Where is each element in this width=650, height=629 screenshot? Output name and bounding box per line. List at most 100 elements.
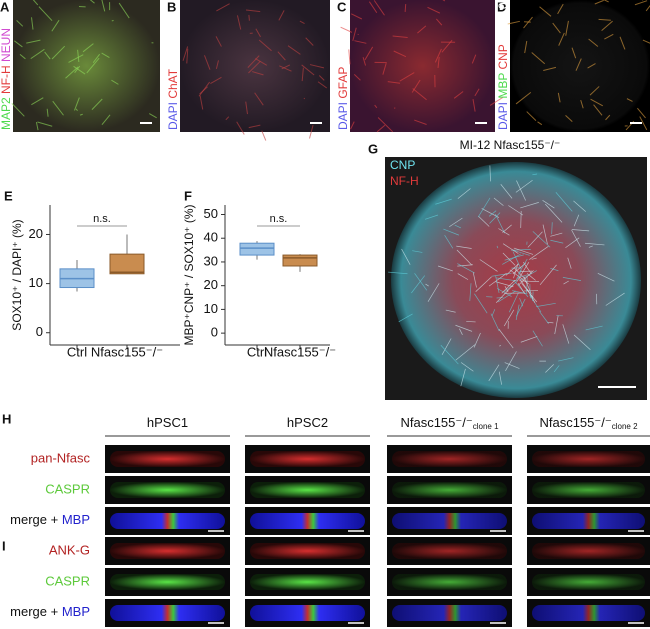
y-axis-label: MBP⁺CNP⁺ / SOX10⁺ (%) xyxy=(182,204,196,345)
x-tick-label: Ctrl xyxy=(247,344,267,359)
channel: GFAP xyxy=(336,67,350,99)
texture xyxy=(557,3,564,15)
texture xyxy=(261,130,267,141)
fiber xyxy=(457,273,469,280)
fiber xyxy=(517,282,526,295)
fiber xyxy=(493,197,504,206)
texture xyxy=(382,63,387,75)
texture xyxy=(301,67,304,82)
texture xyxy=(26,39,41,44)
y-tick-label: 20 xyxy=(29,226,43,241)
x-tick-label: Nfasc155⁻/⁻ xyxy=(91,344,163,359)
panel-label: G xyxy=(368,141,378,156)
column-name: hPSC2 xyxy=(287,415,328,430)
micrograph xyxy=(13,0,160,132)
fiber xyxy=(545,364,554,373)
fiber xyxy=(457,263,475,274)
row-label: merge + MBP xyxy=(10,512,90,527)
node-signal xyxy=(110,451,225,467)
texture xyxy=(287,45,301,55)
texture xyxy=(254,92,264,106)
fiber xyxy=(495,213,506,234)
texture xyxy=(435,18,443,26)
texture xyxy=(474,88,480,97)
texture xyxy=(16,20,24,27)
texture xyxy=(279,65,292,72)
texture xyxy=(38,6,53,22)
texture xyxy=(79,113,83,116)
texture xyxy=(91,98,103,111)
box xyxy=(239,242,275,256)
row-extra: MBP xyxy=(62,604,90,619)
texture xyxy=(593,104,603,116)
texture xyxy=(14,40,23,48)
texture xyxy=(531,52,546,65)
fiber xyxy=(440,345,459,365)
texture xyxy=(526,111,537,121)
fiber xyxy=(427,283,440,302)
fiber xyxy=(563,280,569,285)
texture xyxy=(30,48,45,60)
texture xyxy=(427,6,441,14)
fiber xyxy=(511,249,531,251)
fiber xyxy=(388,271,408,275)
fiber xyxy=(550,268,559,272)
texture xyxy=(299,20,305,24)
texture xyxy=(368,1,378,14)
texture xyxy=(82,43,94,53)
fiber xyxy=(515,269,522,281)
texture xyxy=(557,92,561,103)
fiber xyxy=(605,292,625,306)
texture xyxy=(639,116,648,131)
column-sub: clone 1 xyxy=(473,422,499,431)
fiber xyxy=(425,283,429,287)
column-header: hPSC2 xyxy=(287,415,328,430)
fiber xyxy=(502,253,521,265)
texture xyxy=(236,15,242,30)
texture xyxy=(247,55,260,68)
x-tick-label: Nfasc155⁻/⁻ xyxy=(264,344,336,359)
fiber xyxy=(571,229,590,232)
fiber xyxy=(495,277,515,281)
fiber xyxy=(488,273,507,287)
node-signal xyxy=(392,451,507,467)
texture xyxy=(515,91,532,105)
texture xyxy=(558,32,565,46)
texture xyxy=(258,39,272,52)
fiber xyxy=(526,273,536,281)
texture xyxy=(37,121,53,127)
texture xyxy=(248,14,250,21)
fiber xyxy=(585,325,603,331)
panel-label: F xyxy=(184,188,192,203)
fiber xyxy=(498,371,502,385)
fiber xyxy=(500,184,513,199)
texture xyxy=(216,3,230,12)
y-tick-label: 0 xyxy=(211,325,218,340)
panel-label: D xyxy=(497,0,506,14)
micrograph xyxy=(350,0,495,132)
fiber xyxy=(491,309,496,317)
texture xyxy=(32,0,39,6)
panel-label: I xyxy=(2,538,6,553)
fiber xyxy=(459,328,463,335)
fiber xyxy=(460,368,466,387)
texture xyxy=(317,81,328,89)
channel-label: DAPI MBP CNP SOX10 xyxy=(496,2,510,130)
texture xyxy=(604,33,614,40)
texture xyxy=(301,64,315,76)
texture xyxy=(52,100,64,116)
texture xyxy=(149,113,157,119)
texture xyxy=(46,108,49,117)
fiber xyxy=(505,351,517,372)
fiber xyxy=(460,362,474,372)
texture xyxy=(537,121,543,126)
fiber xyxy=(469,283,472,301)
fiber xyxy=(489,165,491,182)
texture xyxy=(489,96,504,106)
fiber xyxy=(495,275,500,293)
texture xyxy=(411,79,421,93)
fiber xyxy=(508,205,524,216)
panel-label: H xyxy=(2,411,11,426)
texture xyxy=(31,97,44,106)
fiber xyxy=(444,234,454,249)
